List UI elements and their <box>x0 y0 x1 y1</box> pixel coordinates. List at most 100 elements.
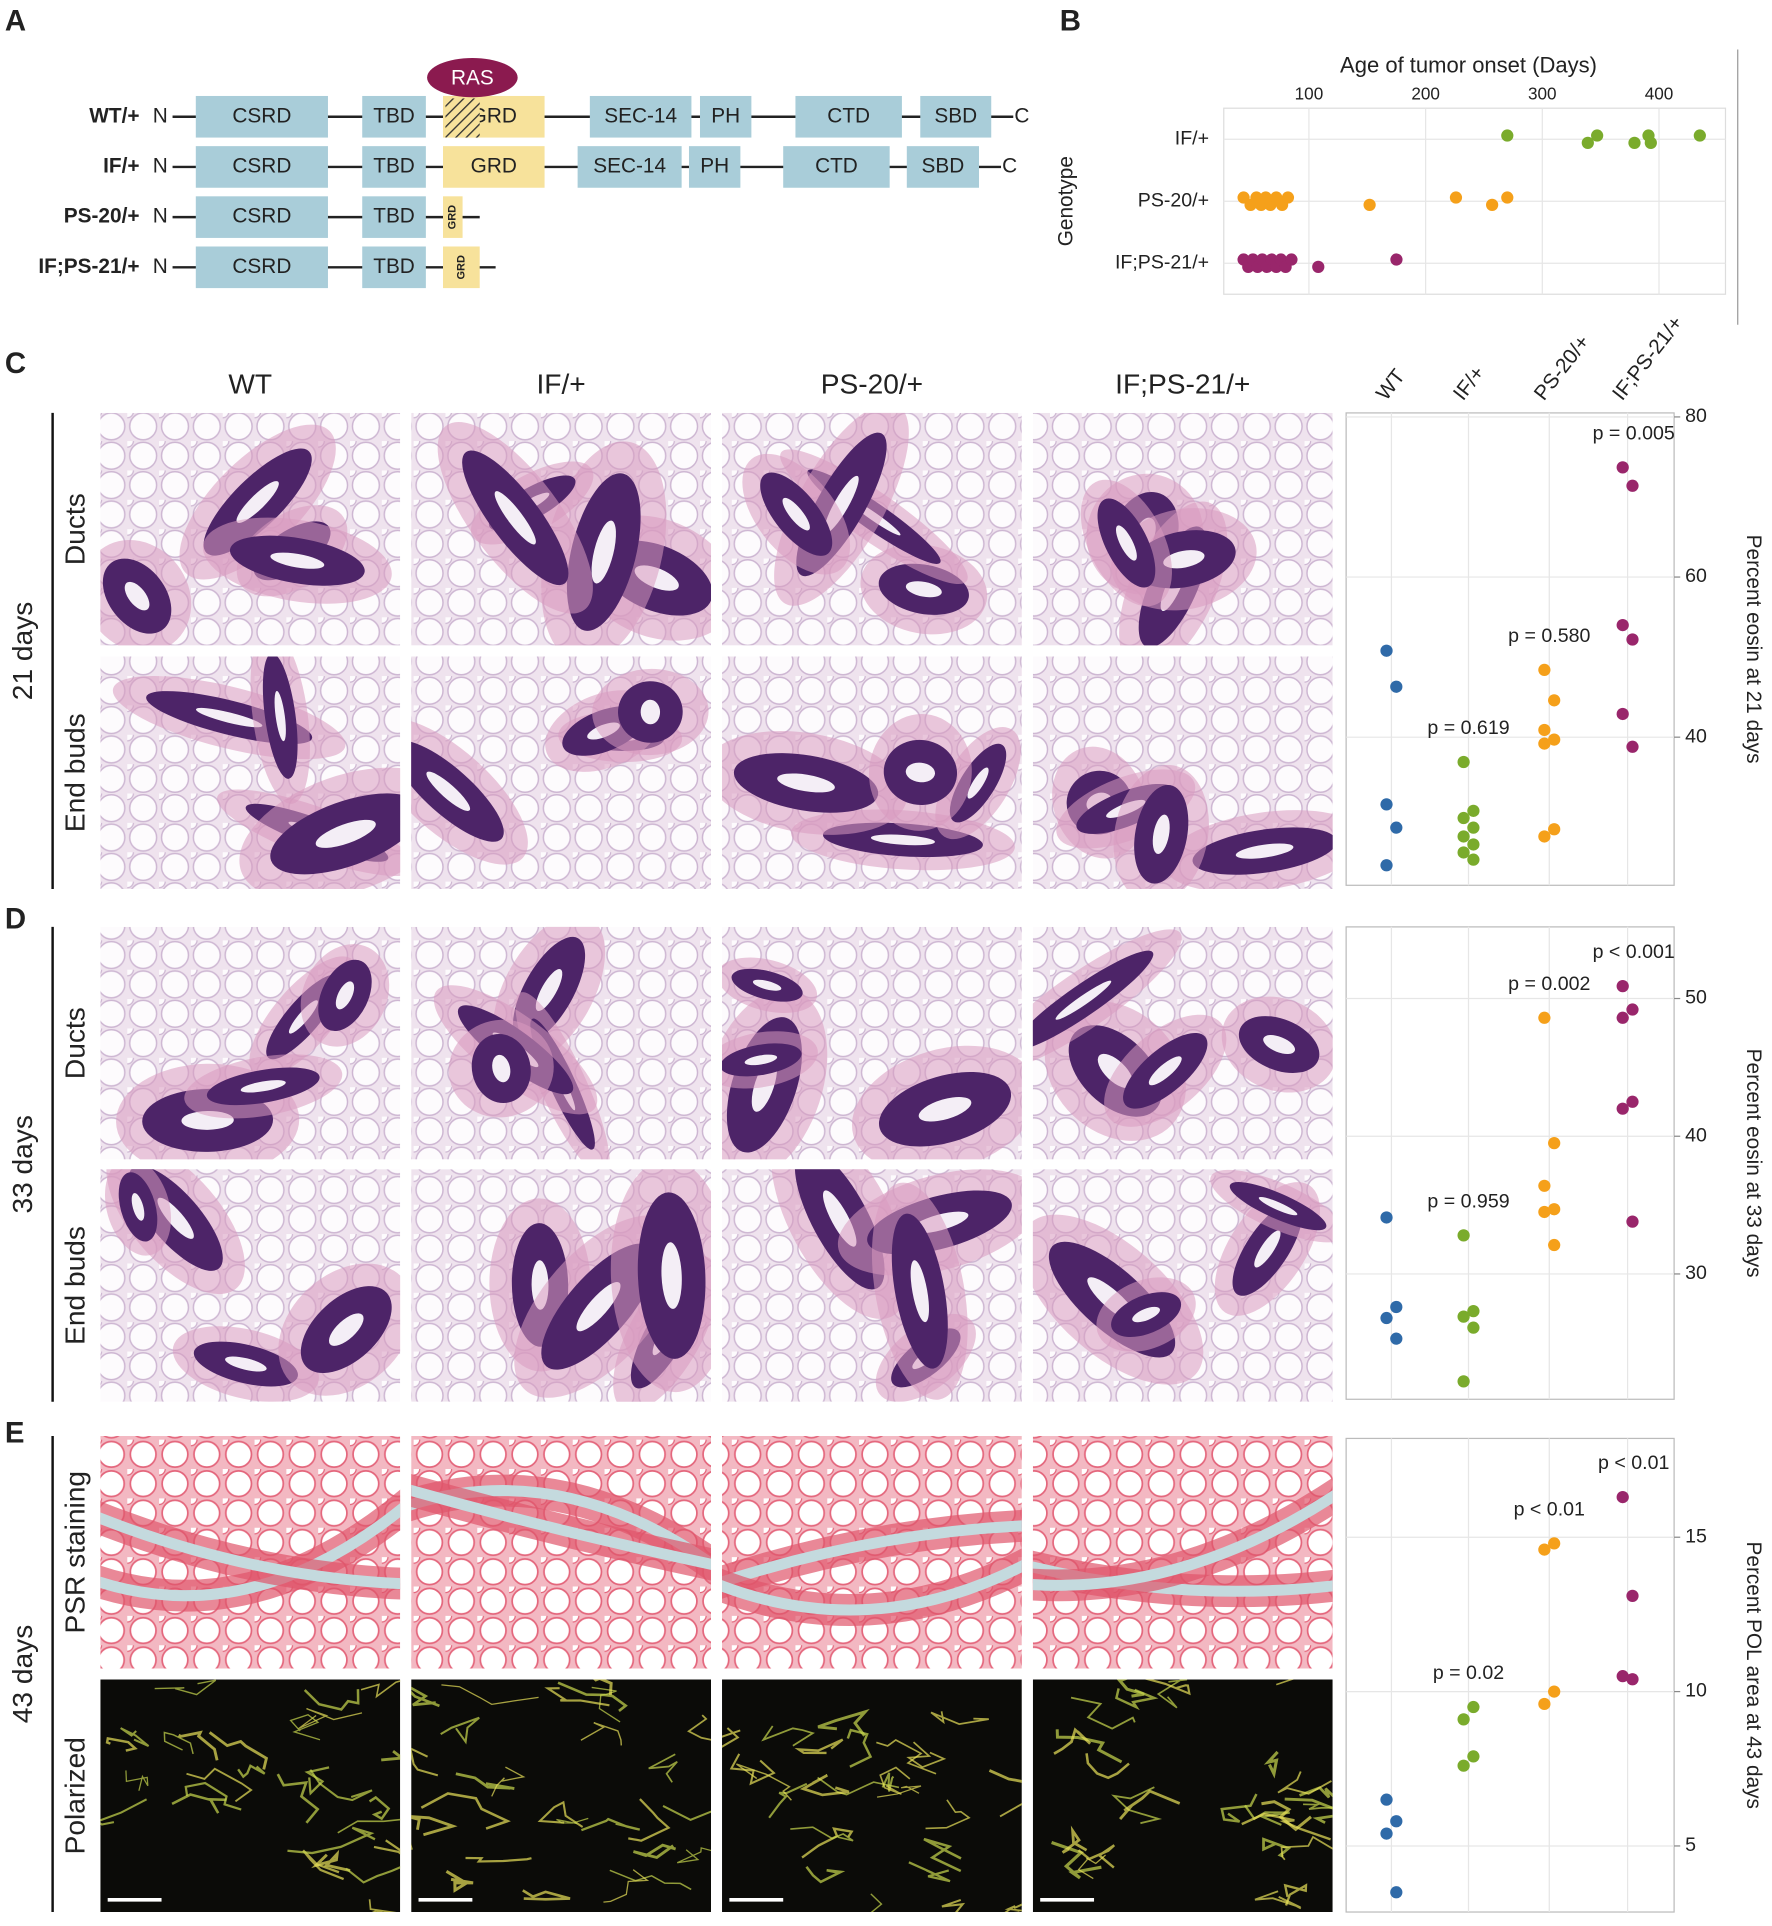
fiber <box>609 1869 692 1891</box>
domain-box <box>699 95 752 138</box>
tissue <box>100 1679 401 1913</box>
fiber <box>1119 1789 1181 1820</box>
fiber <box>925 1799 971 1830</box>
column-label: IF/+ <box>536 368 585 399</box>
fiber <box>1077 1844 1116 1869</box>
lumen <box>274 691 286 742</box>
data-point <box>1486 198 1499 212</box>
genotype-label: WT/+ <box>89 104 139 127</box>
lumen <box>967 767 989 799</box>
data-point <box>1457 1310 1470 1323</box>
data-point <box>1626 1003 1639 1016</box>
data-point <box>1390 1332 1403 1345</box>
y-tick-label: IF/+ <box>1175 127 1209 149</box>
micrograph-content <box>100 412 401 646</box>
data-point <box>1380 798 1393 811</box>
micrograph-content <box>411 656 712 889</box>
fiber <box>930 1711 989 1725</box>
data-point <box>1538 663 1551 677</box>
domain-box <box>195 146 328 188</box>
domain-box <box>920 95 992 138</box>
micrograph-content <box>722 1679 1022 1913</box>
lumen <box>782 497 810 531</box>
lumen <box>1115 525 1137 561</box>
lumen <box>1163 550 1205 569</box>
data-point <box>1281 191 1295 204</box>
data-point <box>1380 1827 1393 1840</box>
data-point <box>1616 1011 1629 1024</box>
data-point <box>1285 253 1298 266</box>
ras-protein <box>427 58 518 98</box>
micrograph <box>411 656 712 889</box>
fiber <box>440 1716 480 1745</box>
micrograph <box>1032 656 1333 889</box>
fiber <box>445 1869 474 1893</box>
lumen <box>905 581 942 598</box>
lumen <box>870 834 935 846</box>
n-terminus: N <box>153 205 168 228</box>
fiber <box>345 1866 401 1884</box>
domain-box <box>906 146 980 188</box>
micrograph-content <box>1032 656 1333 889</box>
data-point <box>1693 129 1706 142</box>
fiber <box>373 1839 401 1855</box>
lumen <box>591 520 616 584</box>
fiber <box>593 1679 613 1696</box>
y-tick-label: 80 <box>1685 405 1707 427</box>
fiber <box>1283 1883 1308 1906</box>
data-point <box>1538 723 1551 737</box>
data-point <box>1449 191 1463 204</box>
duct <box>100 1503 401 1602</box>
micrograph <box>411 1679 712 1913</box>
domain-label: PH <box>711 104 740 127</box>
domain-box <box>195 246 328 289</box>
lumen <box>270 552 325 569</box>
domain-label: TBD <box>373 104 415 127</box>
lumen <box>777 773 835 793</box>
domain-box <box>443 146 545 188</box>
micrograph-content <box>722 926 1022 1160</box>
micrograph-content <box>722 1169 1022 1402</box>
micrograph <box>411 926 712 1160</box>
data-point <box>1380 1793 1393 1806</box>
fiber <box>1220 1793 1258 1823</box>
micrograph <box>100 656 401 889</box>
fiber <box>1115 1688 1159 1711</box>
data-point <box>1548 823 1561 836</box>
data-point <box>1548 1238 1561 1252</box>
domain-label: GRD <box>471 154 517 177</box>
micrograph <box>722 1435 1022 1669</box>
genotype-label: IF/+ <box>103 154 139 177</box>
data-point <box>1626 1673 1639 1686</box>
domain-label: CSRD <box>232 154 291 177</box>
lumen <box>328 1313 364 1346</box>
fiber <box>881 1772 895 1792</box>
data-point <box>1457 1759 1470 1772</box>
fiber <box>846 1728 873 1768</box>
data-point <box>1380 644 1393 657</box>
fiber <box>1055 1729 1123 1764</box>
lumen <box>910 1260 929 1323</box>
data-point <box>1626 740 1639 753</box>
x-tick-label: 100 <box>1295 83 1324 103</box>
fiber <box>557 1681 628 1712</box>
lumen <box>124 581 150 611</box>
micrograph <box>722 412 1022 646</box>
y-tick-label: 10 <box>1685 1680 1707 1702</box>
row-label: End buds <box>60 1226 91 1345</box>
lumen <box>1148 1056 1182 1086</box>
data-point <box>1616 461 1629 474</box>
fiber <box>662 1805 712 1821</box>
fiber <box>522 1889 571 1901</box>
data-point <box>1616 707 1629 721</box>
domain-box <box>362 246 426 289</box>
p-value: p = 0.002 <box>1508 973 1590 995</box>
fiber <box>628 1798 671 1842</box>
ras-label: RAS <box>451 66 494 89</box>
fiber <box>208 1731 269 1770</box>
lumen <box>426 771 471 811</box>
domain-label: SBD <box>934 104 977 127</box>
data-point <box>1538 830 1551 843</box>
domain-box <box>795 95 902 138</box>
data-point <box>1548 733 1561 746</box>
